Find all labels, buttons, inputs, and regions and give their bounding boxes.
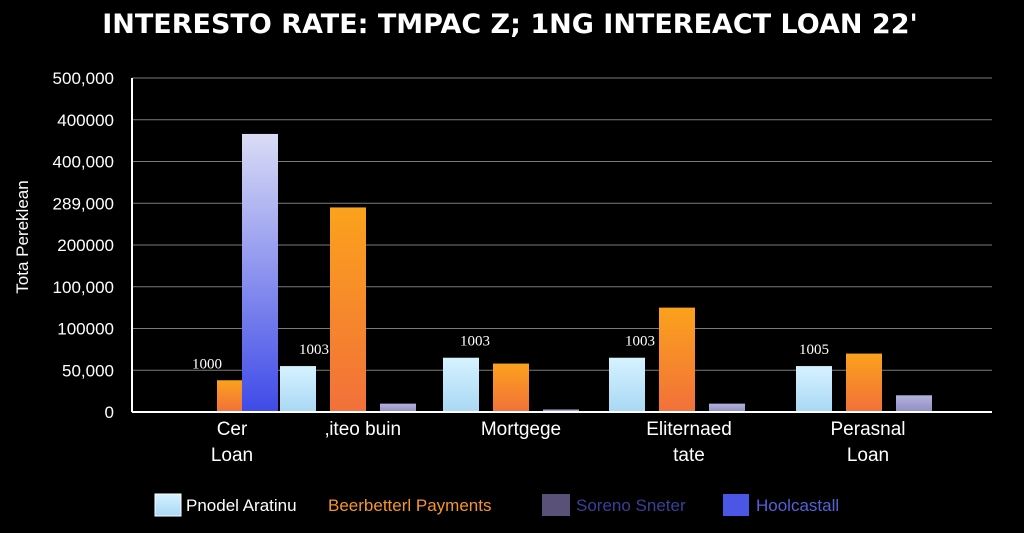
y-tick-label-4: 200000: [57, 236, 114, 255]
data-label-5: 1005: [799, 342, 829, 358]
bar-3-4: [709, 403, 745, 412]
y-axis-ticks: 0 50,000 100000 100,000 200000 289,000 400,000…: [53, 69, 114, 422]
data-label-4: 1003: [625, 334, 655, 350]
bar-1-2: [280, 366, 316, 412]
bar-1-3: [443, 357, 479, 412]
legend-swatch-3: [723, 494, 749, 516]
legend-label-1: Beerbetterl Payments: [328, 496, 491, 515]
chart-title: INTERESTO RATE: TMPAC Z; 1NG INTEREACT L…: [102, 9, 918, 40]
bar-2-3: [493, 363, 529, 412]
bar-3-3: [543, 409, 579, 412]
x-axis-categories: Cer Loan ‚iteo buin Mortgege Eliternaed tate P…: [211, 419, 906, 466]
legend-label-3: Hoolcastall: [756, 496, 839, 515]
y-tick-label-6: 400,000: [53, 153, 114, 172]
legend-label-2: Soreno Sneter: [576, 496, 686, 515]
y-tick-label-1: 50,000: [62, 361, 114, 380]
data-label-3: 1003: [460, 334, 490, 350]
y-tick-label-5: 289,000: [53, 194, 114, 213]
bar-3-2: [380, 403, 416, 412]
bar-2-4: [659, 307, 695, 412]
category-label-1-line2: Loan: [211, 445, 253, 466]
category-label-2: ‚iteo buin: [325, 419, 401, 440]
category-label-5-line2: Loan: [847, 445, 889, 466]
legend-swatch-0: [154, 493, 182, 517]
y-tick-label-8: 500,000: [53, 69, 114, 88]
bar-3-5: [896, 395, 932, 412]
bar-1-5: [796, 366, 832, 412]
legend-swatch-2: [542, 494, 570, 516]
data-label-1: 1000: [192, 356, 222, 372]
category-label-4-line2: tate: [673, 445, 705, 466]
bars: [217, 133, 932, 412]
bar-1-4: [609, 357, 645, 412]
category-label-5: Perasnal: [831, 419, 906, 440]
y-tick-label-7: 400000: [57, 111, 114, 130]
category-label-4: Eliternaed: [646, 419, 732, 440]
legend-label-0: Pnodel Aratinu: [186, 496, 297, 515]
legend: Pnodel Aratinu Beerbetterl Payments Sore…: [154, 493, 839, 517]
y-tick-label-0: 0: [105, 403, 114, 422]
bar-4-1: [242, 133, 278, 412]
category-label-3: Mortgege: [481, 419, 561, 440]
data-label-2: 1003: [299, 342, 329, 358]
bar-2-2: [330, 207, 366, 412]
y-tick-label-2: 100000: [57, 320, 114, 339]
y-tick-label-3: 100,000: [53, 278, 114, 297]
data-labels: 1000 1003 1003 1003 1005: [192, 334, 829, 373]
bar-2-5: [846, 353, 882, 412]
category-label-1: Cer: [217, 419, 248, 440]
y-axis-label: Tota Pereklean: [13, 180, 32, 293]
